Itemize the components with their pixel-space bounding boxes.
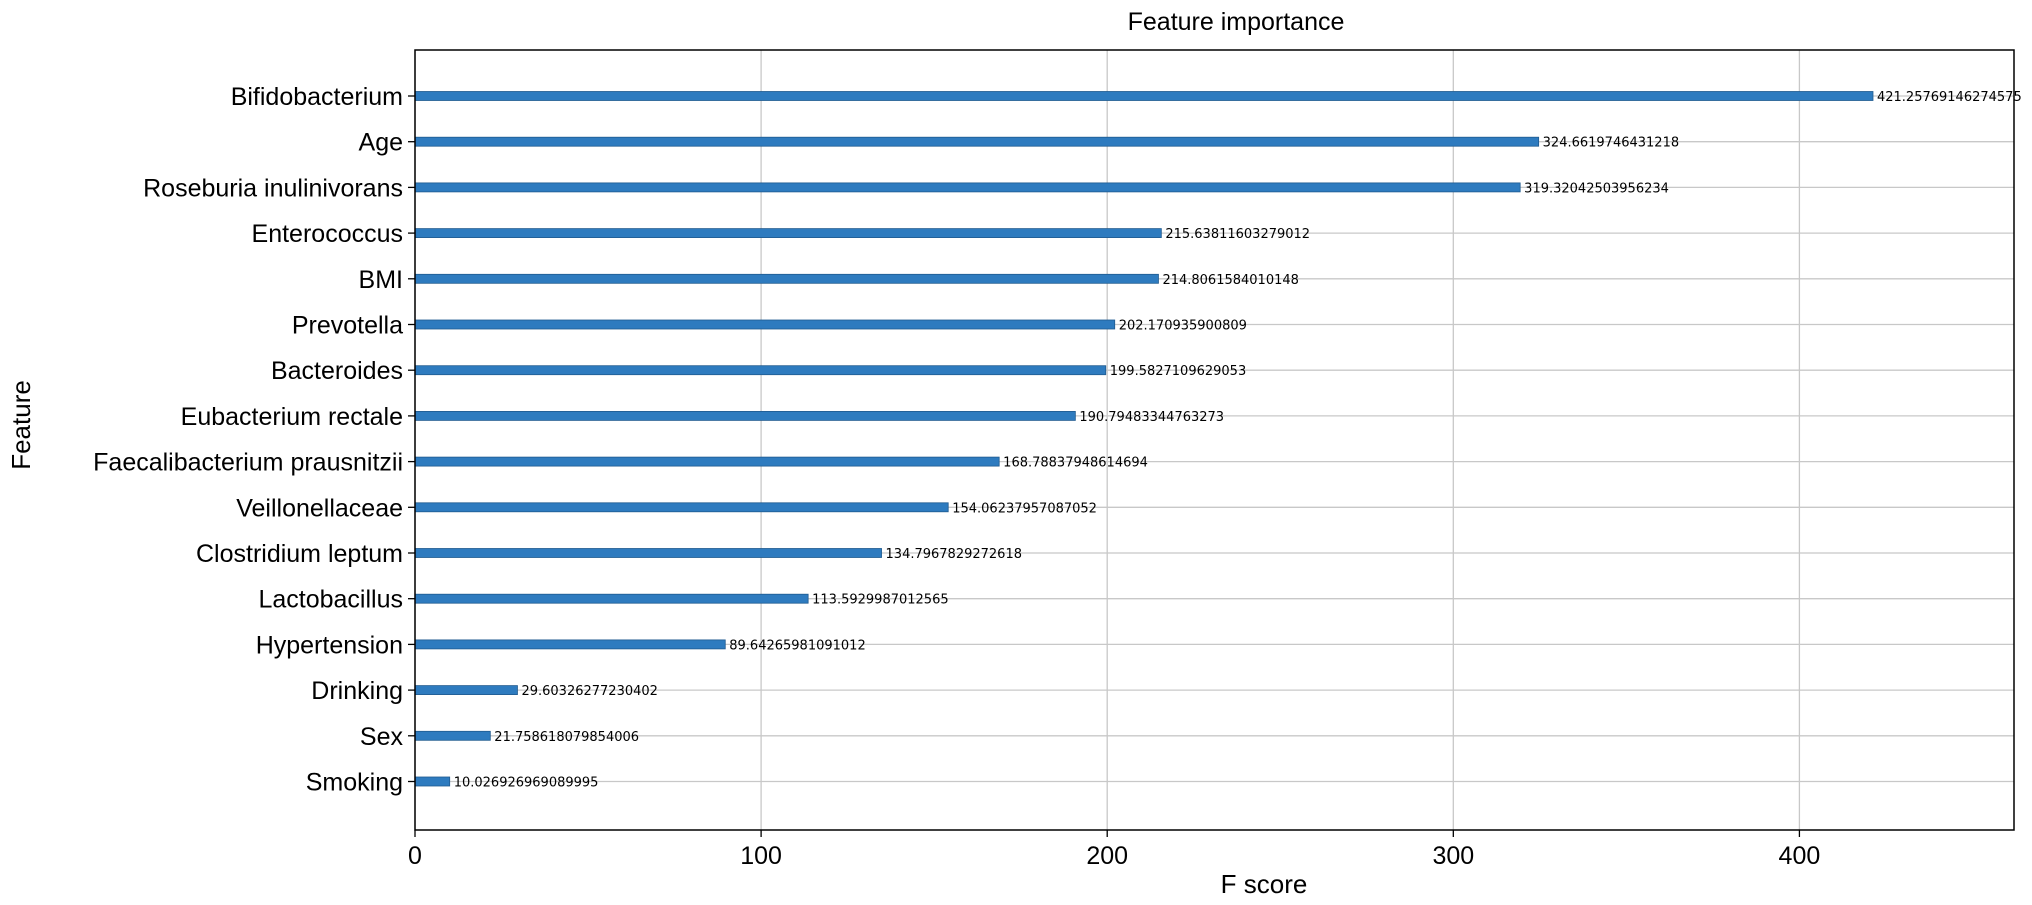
bar-value-label: 202.170935900809 (1119, 319, 1247, 334)
y-tick-label: Sex (360, 723, 404, 751)
y-tick-label: Faecalibacterium prausnitzii (93, 449, 403, 477)
y-tick-label: BMI (359, 266, 403, 294)
bar-value-label: 319.32042503956234 (1524, 181, 1669, 196)
bar-value-label: 324.6619746431218 (1543, 136, 1679, 151)
bar-value-label: 168.78837948614694 (1003, 456, 1148, 471)
bar (414, 410, 1076, 421)
x-axis-tick-labels: 0 100 200 300 400 (408, 830, 1820, 870)
y-tick-label: Prevotella (292, 312, 403, 340)
bar (414, 319, 1116, 330)
bar-value-label: 199.5827109629053 (1110, 364, 1246, 379)
bar (414, 776, 451, 787)
y-tick-label: Roseburia inulinivorans (143, 174, 403, 202)
y-tick-label: Lactobacillus (258, 586, 403, 614)
bar (414, 502, 949, 513)
y-tick-label: Bacteroides (271, 357, 403, 385)
x-tick-label: 200 (1086, 842, 1128, 870)
y-tick-label: Eubacterium rectale (181, 403, 403, 431)
y-tick-label: Enterococcus (252, 220, 403, 248)
y-tick-label: Age (359, 129, 403, 157)
bar-value-label: 214.8061584010148 (1162, 273, 1298, 288)
plot-frame (414, 49, 2015, 831)
bar-value-label: 29.60326277230402 (521, 684, 657, 699)
bar (414, 548, 882, 558)
x-tick-label: 400 (1779, 842, 1821, 870)
bar (414, 228, 1162, 239)
bar-value-label: 134.7967829272618 (886, 547, 1022, 562)
bar-value-label: 89.64265981091012 (729, 638, 865, 653)
bar-value-label: 190.79483344763273 (1079, 410, 1224, 425)
bar (414, 91, 1874, 101)
chart-title: Feature importance (1128, 8, 1345, 36)
y-tick-label: Drinking (311, 677, 403, 705)
bar (414, 593, 809, 604)
bar (414, 365, 1107, 376)
bar (414, 273, 1159, 284)
bar (414, 456, 1000, 467)
value-labels: 421.25769146274575 324.6619746431218 319.3… (454, 90, 2022, 791)
bar-value-label: 421.25769146274575 (1877, 90, 2022, 105)
bar-value-label: 113.5929987012565 (812, 593, 948, 608)
y-tick-label: Hypertension (256, 631, 403, 659)
x-tick-label: 0 (408, 842, 422, 870)
y-axis-tick-labels: Bifidobacterium Age Roseburia inulinivoran… (93, 83, 415, 797)
bar (414, 136, 1540, 147)
y-tick-label: Clostridium leptum (196, 540, 403, 568)
x-tick-label: 300 (1432, 842, 1474, 870)
bar (414, 685, 518, 695)
x-tick-label: 100 (740, 842, 782, 870)
y-tick-label: Veillonellaceae (236, 494, 403, 522)
bar (414, 730, 491, 741)
bar (414, 639, 726, 650)
y-tick-label: Bifidobacterium (231, 83, 403, 111)
y-axis-label: Feature (6, 380, 36, 470)
x-axis-label: F score (1221, 869, 1308, 899)
y-tick-label: Smoking (306, 769, 403, 797)
bar-value-label: 10.026926969089995 (454, 776, 599, 791)
bar-value-label: 215.63811603279012 (1165, 227, 1310, 242)
bar-value-label: 154.06237957087052 (952, 501, 1097, 516)
bar (414, 182, 1521, 193)
bar-value-label: 21.758618079854006 (494, 730, 639, 745)
